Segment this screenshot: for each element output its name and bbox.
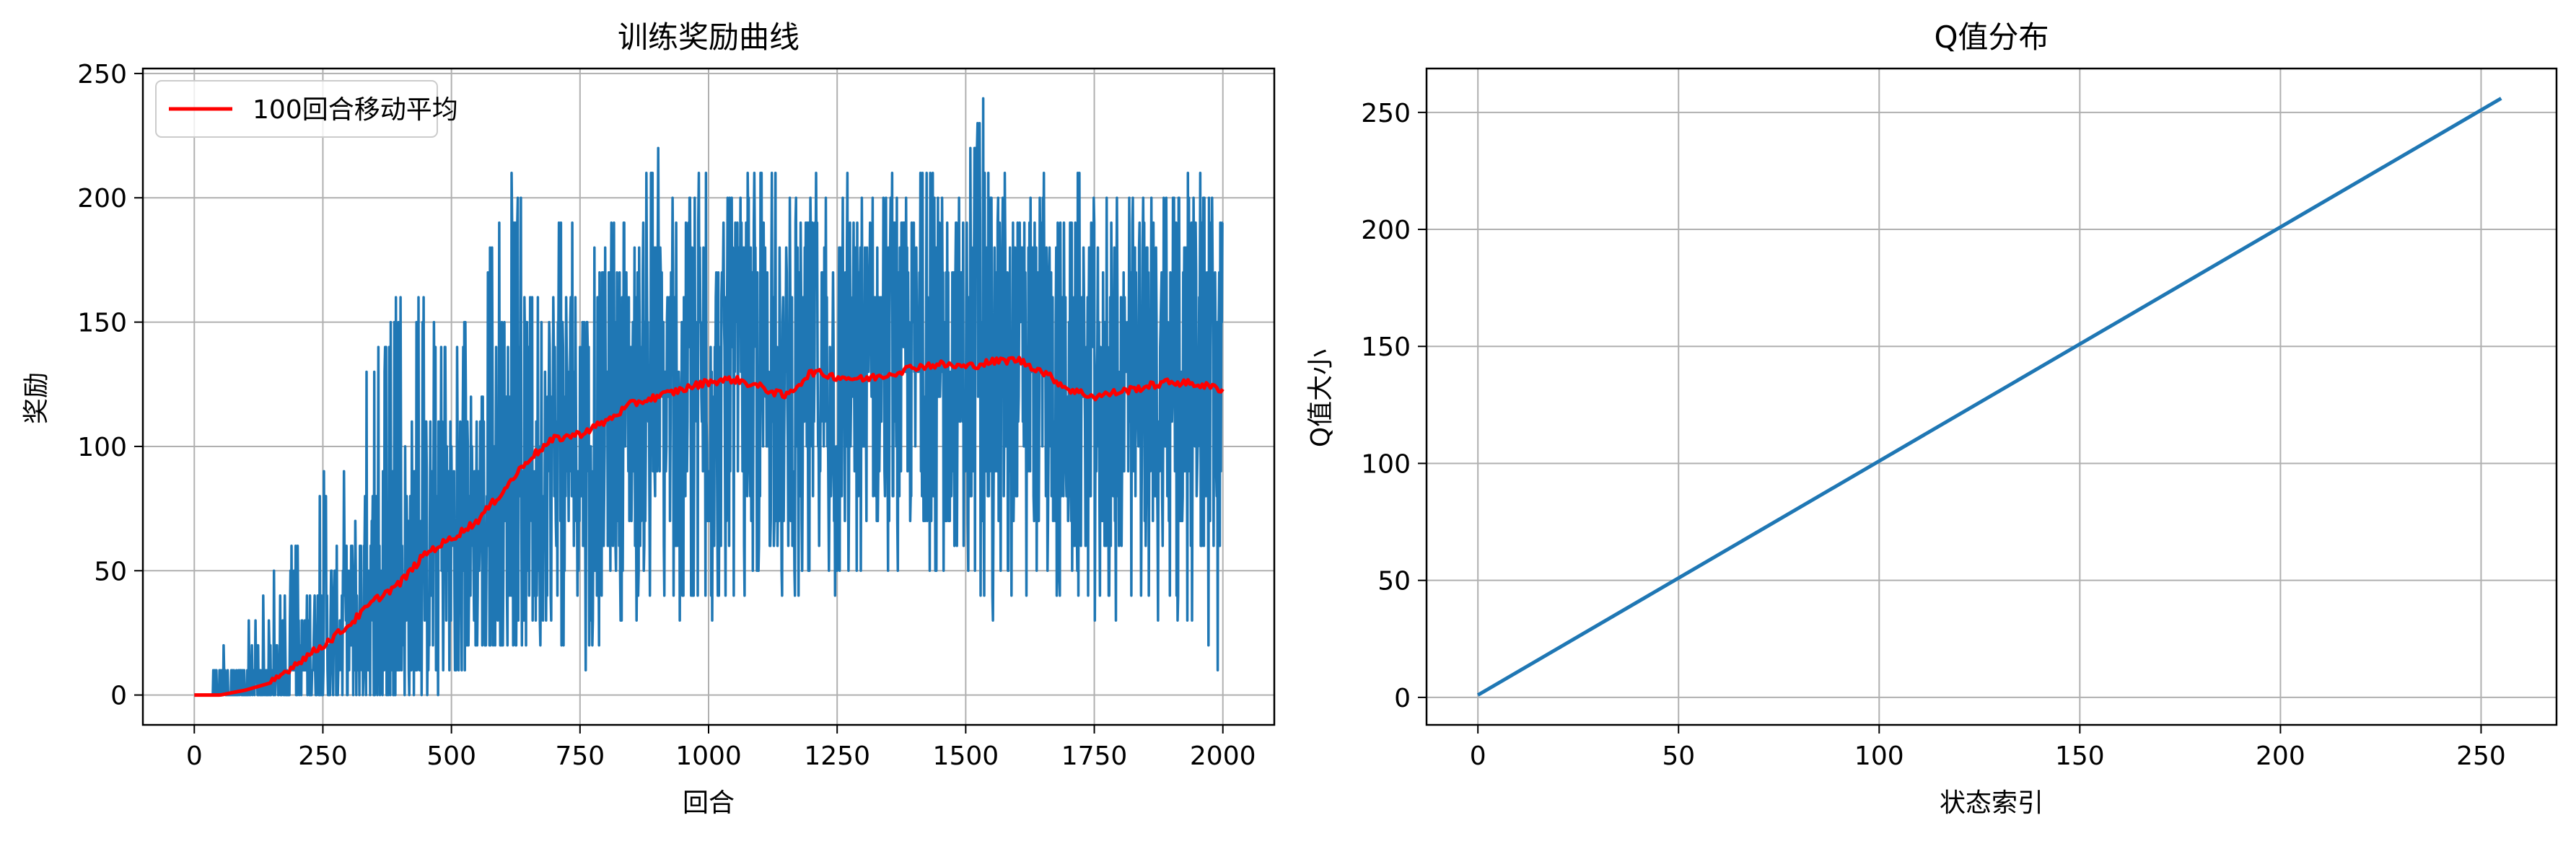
q-value-y-tick-label: 0 [1394,684,1411,713]
reward-x-tick-label: 1500 [933,741,999,771]
reward-x-tick-label: 0 [186,741,203,771]
q-value-x-tick-label: 50 [1662,741,1695,771]
q-value-x-tick-label: 200 [2256,741,2305,771]
reward-x-tick-label: 1000 [675,741,742,771]
reward-chart-panel: 训练奖励曲线 0 250 500 750 1000 1250 1500 1750 2000 0 5… [22,19,1276,818]
reward-x-tick-label: 1750 [1061,741,1128,771]
q-value-y-tick-label: 100 [1361,449,1411,479]
q-value-x-tick-label: 150 [2055,741,2105,771]
q-value-x-ticks: 0 50 100 150 200 250 [1470,725,2506,771]
reward-x-ticks: 0 250 500 750 1000 1250 1500 1750 2000 [186,725,1256,771]
q-value-line [1476,97,2502,697]
reward-y-tick-label: 250 [77,60,127,89]
reward-x-axis-label: 回合 [683,788,735,818]
q-value-chart-title: Q值分布 [1934,19,2049,55]
q-value-chart-panel: Q值分布 0 50 100 150 200 250 0 50 100 150 200 250 状态索… [1306,19,2558,818]
q-value-chart-grid [1427,69,2557,725]
reward-moving-average-line [194,356,1225,697]
reward-raw-series [193,97,1224,697]
reward-y-ticks: 0 50 100 150 200 250 [77,60,143,711]
reward-x-tick-label: 1250 [804,741,870,771]
reward-x-tick-label: 750 [555,741,605,771]
q-value-y-axis-label: Q值大小 [1306,349,1336,447]
reward-y-axis-label: 奖励 [22,372,51,424]
reward-x-tick-label: 250 [298,741,348,771]
q-value-chart-frame [1425,67,2558,726]
reward-y-tick-label: 150 [77,309,127,338]
reward-y-tick-label: 0 [110,682,127,711]
q-value-y-tick-label: 200 [1361,216,1411,245]
q-value-y-tick-label: 250 [1361,99,1411,128]
q-value-y-ticks: 0 50 100 150 200 250 [1361,99,1427,713]
reward-y-tick-label: 100 [77,433,127,462]
reward-legend: 100回合移动平均 [155,80,458,138]
q-value-x-tick-label: 250 [2456,741,2506,771]
q-value-x-tick-label: 100 [1854,741,1904,771]
reward-y-tick-label: 200 [77,184,127,213]
q-value-y-tick-label: 50 [1377,567,1411,596]
reward-y-tick-label: 50 [94,557,127,586]
reward-legend-label: 100回合移动平均 [253,95,458,125]
reward-legend-box [155,80,438,138]
reward-x-tick-label: 2000 [1190,741,1256,771]
q-value-x-tick-label: 0 [1470,741,1486,771]
q-value-y-tick-label: 150 [1361,333,1411,362]
reward-x-tick-label: 500 [426,741,476,771]
reward-chart-title: 训练奖励曲线 [618,19,799,55]
q-value-x-axis-label: 状态索引 [1940,788,2043,818]
reward-raw-line [193,97,1224,697]
